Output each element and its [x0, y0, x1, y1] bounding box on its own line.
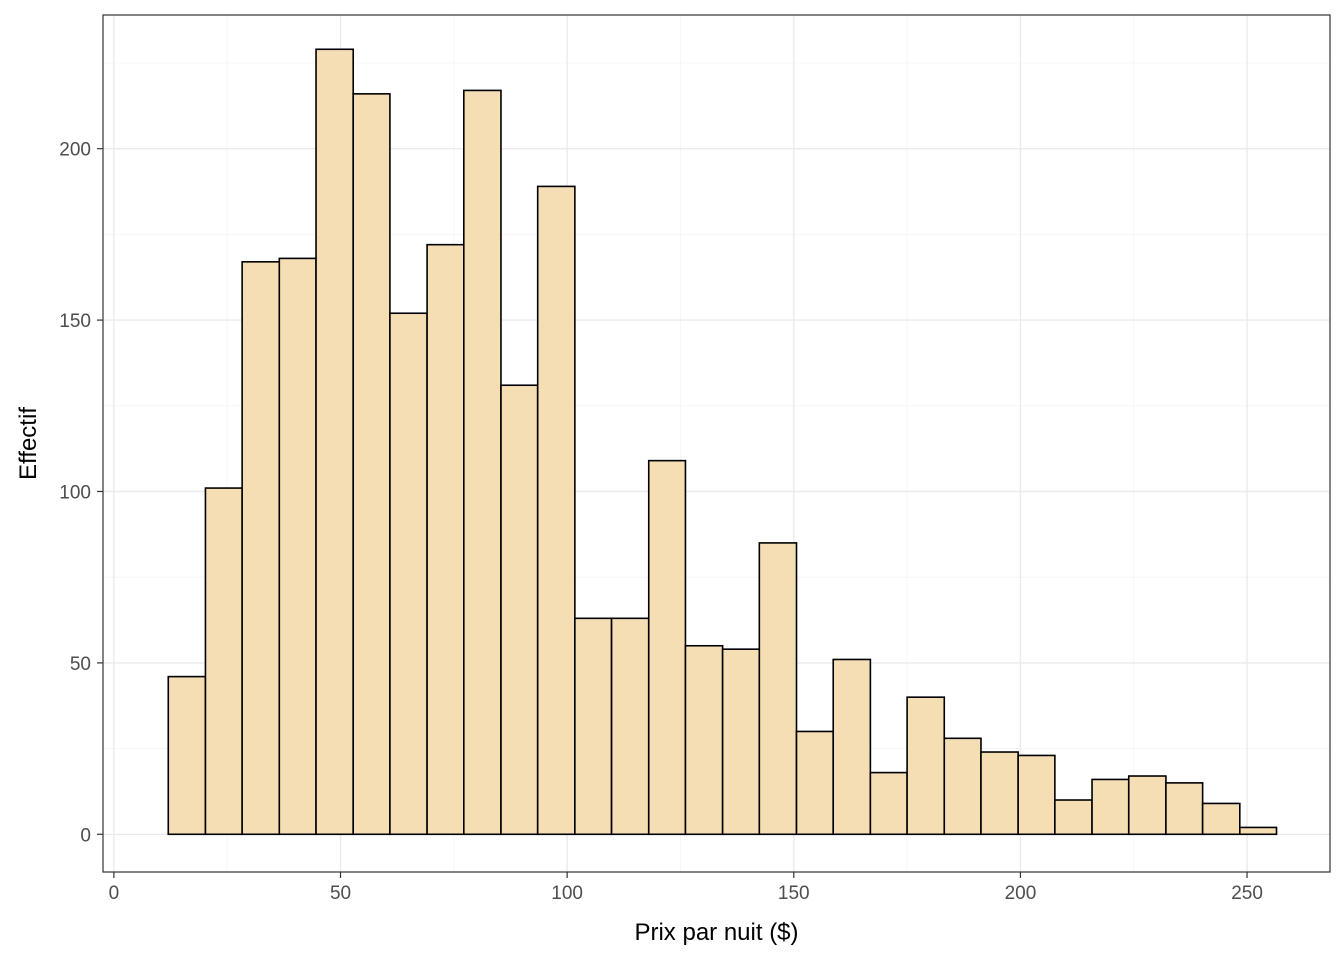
x-tick-label: 0: [109, 883, 120, 904]
x-tick-label: 250: [1231, 883, 1263, 904]
x-axis-title: Prix par nuit ($): [634, 919, 798, 946]
histogram-bar: [536, 185, 576, 836]
histogram-bar: [758, 542, 798, 836]
histogram-bar: [389, 312, 428, 836]
y-axis-title: Effectif: [15, 407, 42, 480]
histogram-bar: [832, 658, 872, 836]
y-tick-label: 0: [80, 825, 91, 846]
histogram-bar: [795, 730, 835, 836]
histogram-bar: [315, 48, 355, 836]
histogram-bar: [167, 675, 207, 836]
axis-ticks: 0 50 100 150 200 250 0 50 100 150 200: [59, 140, 1263, 904]
x-tick-label: 100: [551, 883, 583, 904]
x-tick-label: 50: [330, 883, 351, 904]
histogram-bar: [500, 384, 539, 836]
histogram-bar: [1238, 826, 1278, 836]
x-tick-label: 150: [778, 883, 810, 904]
histogram-bar: [278, 257, 317, 836]
histogram-bar: [1201, 802, 1241, 836]
histogram-bar: [684, 644, 724, 836]
histogram-bar: [352, 93, 391, 836]
histogram-bar: [943, 737, 982, 836]
y-tick-label: 50: [70, 654, 91, 675]
histogram-bar: [1054, 799, 1093, 836]
histogram-bars: [167, 48, 1278, 836]
histogram-bar: [574, 617, 613, 836]
histogram-bar: [869, 771, 908, 836]
y-tick-label: 150: [59, 311, 91, 332]
panel-border: [102, 14, 1331, 873]
histogram-bar: [1091, 778, 1130, 836]
y-tick-label: 100: [59, 482, 91, 503]
histogram-bar: [906, 696, 946, 836]
x-tick-label: 200: [1005, 883, 1037, 904]
histogram-bar: [610, 617, 650, 836]
histogram-bar: [721, 648, 761, 836]
histogram-bar: [426, 243, 465, 836]
histogram-bar: [241, 261, 281, 836]
histogram-bar: [647, 459, 687, 836]
histogram-bar: [1017, 754, 1056, 836]
y-tick-label: 200: [59, 140, 91, 161]
histogram-bar: [1127, 775, 1167, 836]
histogram-bar: [1165, 782, 1204, 836]
histogram-bar: [204, 487, 243, 836]
histogram-bar: [980, 751, 1019, 836]
histogram-bar: [463, 89, 502, 836]
